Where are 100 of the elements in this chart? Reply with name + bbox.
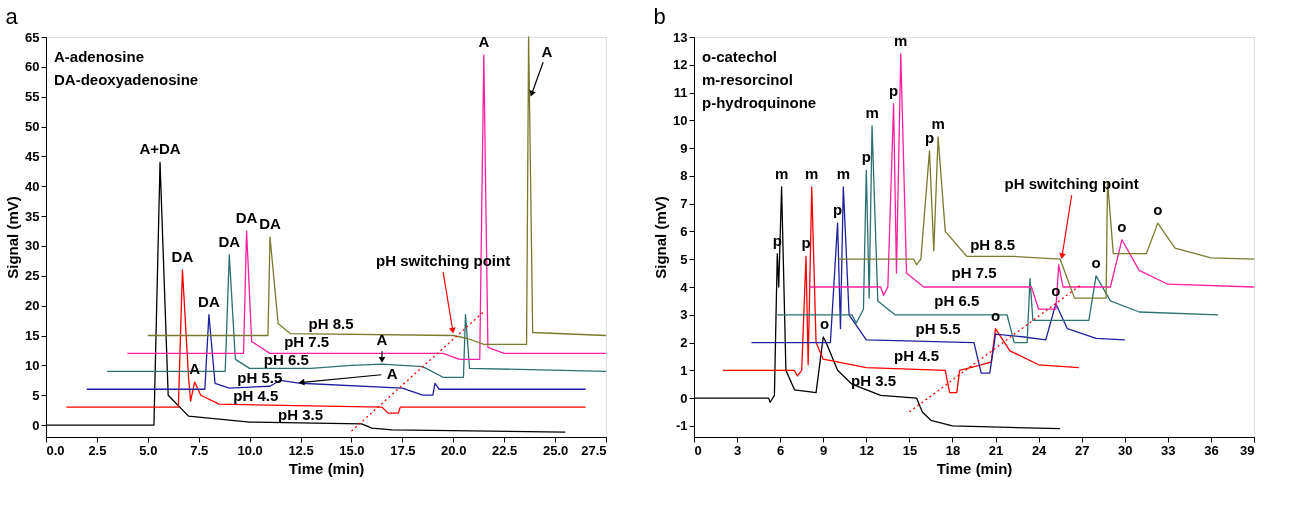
y-tick-label: 45 (25, 148, 40, 164)
x-axis-title: Time (min) (936, 459, 1013, 477)
x-tick-label: 12 (859, 442, 875, 458)
y-axis-title: Signal (mV) (652, 196, 670, 279)
y-tick-label: 25 (25, 268, 40, 284)
series-label: pH 3.5 (278, 406, 324, 424)
x-tick-label: 15 (902, 442, 918, 458)
annotation: o (1091, 253, 1101, 271)
annotation: A (478, 32, 490, 50)
x-tick-label: 30 (1118, 442, 1133, 458)
x-tick-label: 36 (1204, 442, 1219, 458)
x-tick-label: 0 (694, 442, 702, 458)
annotation: p-hydroquinone (702, 94, 817, 111)
x-tick-label: 22.5 (492, 442, 518, 458)
annotation: m (894, 31, 908, 49)
x-tick-label: 6 (777, 442, 785, 458)
x-tick-label: 0.0 (46, 442, 65, 458)
annotation: o (820, 315, 830, 332)
series-label: pH 8.5 (970, 236, 1016, 254)
y-tick-label: 8 (680, 168, 688, 184)
annotation: DA (218, 232, 241, 250)
annotation: m (805, 165, 819, 182)
chart-title: a (5, 4, 19, 29)
annotation: DA (171, 247, 194, 265)
annotation: A (541, 42, 553, 60)
x-tick-label: 17.5 (390, 442, 416, 458)
y-tick-label: 0 (32, 417, 40, 433)
x-tick-label: 5.0 (139, 442, 158, 458)
x-tick-label: 12.5 (288, 442, 314, 458)
x-tick-label: 7.5 (190, 442, 209, 458)
series-label: pH 4.5 (894, 347, 940, 365)
annotation: DA (198, 292, 220, 310)
y-tick-label: 5 (680, 251, 688, 267)
annotation: p (833, 201, 843, 219)
x-tick-label: 20.0 (441, 442, 467, 458)
annotation: DA (259, 215, 281, 232)
series-label: pH 8.5 (308, 315, 354, 333)
x-tick-label: 24 (1031, 442, 1048, 458)
x-tick-label: 25.0 (542, 442, 569, 458)
y-tick-label: 30 (25, 238, 40, 254)
annotation: p (889, 81, 899, 99)
y-tick-label: 35 (25, 208, 40, 224)
annotation: m (774, 165, 789, 182)
annotation: o (1153, 201, 1163, 219)
y-tick-label: 55 (25, 89, 40, 105)
chart-title: b (653, 4, 666, 29)
series-label: pH 5.5 (915, 319, 961, 337)
y-tick-label: 5 (32, 387, 40, 403)
x-tick-label: 39 (1240, 442, 1255, 458)
x-tick-label: 27.5 (581, 442, 607, 458)
annotation: o-catechol (702, 48, 778, 65)
x-tick-label: 10.0 (237, 442, 263, 458)
annotation: DA-deoxyadenosine (54, 71, 199, 88)
series-label: pH 3.5 (850, 372, 896, 390)
y-tick-label: 10 (673, 112, 688, 128)
annotation: A (386, 364, 398, 382)
y-tick-label: 1 (680, 362, 688, 378)
x-tick-label: 3 (733, 442, 742, 458)
y-tick-label: 60 (25, 59, 40, 75)
x-tick-label: 9 (820, 442, 828, 458)
annotation: m (865, 103, 879, 121)
y-tick-label: 0 (680, 390, 688, 406)
y-tick-label: 20 (25, 298, 40, 314)
x-tick-label: 15.0 (339, 442, 365, 458)
y-tick-label: 50 (25, 119, 40, 135)
y-tick-label: 9 (680, 140, 688, 156)
annotation: A+DA (139, 140, 181, 158)
series-label: pH 6.5 (263, 350, 309, 368)
y-tick-label: 12 (673, 57, 688, 73)
y-tick-label: 13 (673, 29, 688, 45)
series-label: pH 6.5 (934, 291, 980, 309)
annotation: m (836, 165, 851, 182)
y-tick-label: 2 (680, 335, 688, 351)
y-axis-title: Signal (mV) (4, 196, 22, 279)
x-axis-title: Time (min) (288, 459, 365, 477)
series-label: pH 5.5 (237, 368, 283, 386)
y-tick-label: 4 (680, 279, 689, 295)
annotation: A (376, 331, 388, 349)
annotation: p (801, 234, 811, 252)
series-label: pH 7.5 (284, 333, 330, 351)
annotation: A-adenosine (54, 48, 145, 65)
annotation: o (1117, 217, 1127, 235)
x-tick-label: 2.5 (88, 442, 107, 458)
y-tick-label: 10 (25, 357, 40, 373)
x-tick-label: 18 (945, 442, 961, 458)
x-tick-label: 27 (1074, 442, 1090, 458)
y-tick-label: 15 (25, 328, 40, 344)
annotation: DA (235, 209, 258, 227)
y-tick-label: 40 (25, 178, 40, 194)
x-tick-label: 33 (1161, 442, 1176, 458)
annotation: m-resorcinol (702, 71, 793, 88)
x-tick-label: 21 (988, 442, 1004, 458)
y-tick-label: 7 (680, 196, 688, 212)
y-tick-label: -1 (675, 418, 688, 434)
y-tick-label: 65 (25, 29, 40, 45)
series-label: pH 4.5 (233, 386, 279, 404)
series-label: pH 7.5 (951, 264, 997, 282)
y-tick-label: 6 (680, 223, 688, 239)
annotation: p (861, 148, 871, 166)
y-tick-label: 3 (680, 307, 688, 323)
